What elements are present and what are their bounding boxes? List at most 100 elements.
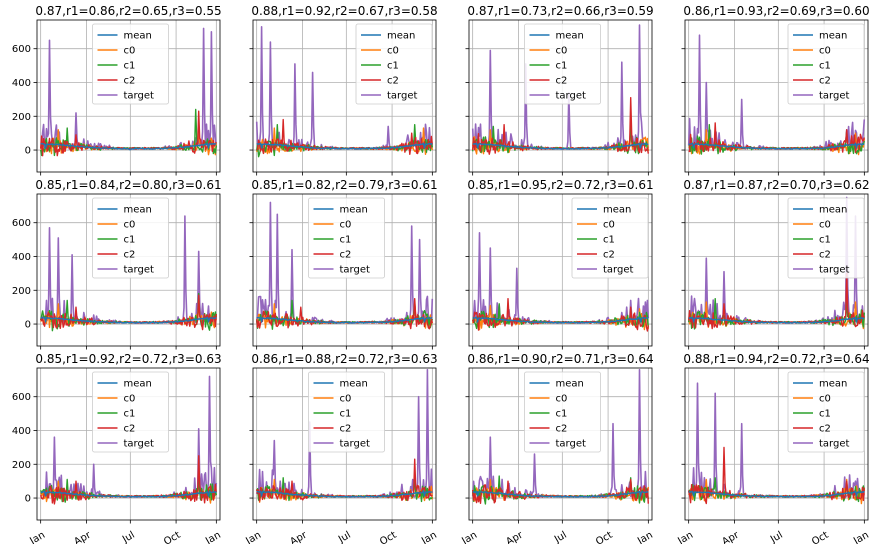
legend: mean c0 c1 c2 target — [524, 371, 601, 453]
legend-label-target: target — [819, 265, 849, 276]
legend-label-c1: c1 — [603, 235, 615, 246]
plot-frame — [252, 367, 437, 521]
series-line-mean — [40, 490, 217, 498]
subplot-title: 0.85,r1=0.95,r2=0.72,r3=0.61 — [467, 178, 653, 192]
y-tick-label: 200 — [12, 286, 31, 297]
legend-label-target: target — [556, 439, 586, 450]
legend: mean c0 c1 c2 target — [787, 197, 865, 279]
legend-box — [524, 23, 601, 105]
legend-box — [571, 197, 649, 279]
subplot-title: 0.85,r1=0.92,r2=0.72,r3=0.63 — [35, 352, 221, 366]
x-tick-label: Jan — [459, 530, 479, 544]
plot-frame — [684, 367, 869, 521]
x-tick-label: Oct — [378, 530, 399, 544]
legend-label-mean: mean — [556, 31, 584, 42]
legend-label-c2: c2 — [556, 424, 568, 435]
legend-label-c0: c0 — [819, 220, 831, 231]
plot-frame — [684, 193, 869, 347]
legend-label-c2: c2 — [340, 250, 352, 261]
series-line-mean — [256, 490, 433, 498]
series-line-mean — [40, 316, 217, 324]
legend-label-target: target — [556, 91, 586, 102]
legend-label-target: target — [124, 439, 154, 450]
legend-box — [308, 197, 385, 279]
legend-label-c1: c1 — [124, 61, 136, 72]
legend-label-mean: mean — [124, 205, 152, 216]
series-line-mean — [688, 142, 865, 150]
subplot-title: 0.87,r1=0.87,r2=0.70,r3=0.62 — [683, 178, 869, 192]
legend: mean c0 c1 c2 target — [92, 197, 169, 279]
x-tick-label: Jan — [27, 530, 47, 544]
legend-label-c2: c2 — [819, 424, 831, 435]
legend-label-mean: mean — [340, 205, 368, 216]
subplot-title: 0.86,r1=0.93,r2=0.69,r3=0.60 — [683, 4, 869, 18]
legend-label-c0: c0 — [124, 46, 136, 57]
legend-box — [308, 371, 385, 453]
x-tick-label: Jul — [120, 530, 137, 544]
legend-label-target: target — [603, 265, 633, 276]
x-tick-label: Apr — [504, 529, 525, 544]
y-tick-label: 400 — [12, 426, 31, 437]
subplot-1: 0 200 400 600 0.87,r1=0.86,r2=0.65,r3=0.55 me… — [12, 4, 222, 176]
legend-label-target: target — [340, 265, 370, 276]
legend-label-mean: mean — [124, 31, 152, 42]
subplot-6: 0.85,r1=0.82,r2=0.79,r3=0.61 mean c0 c1 c2 ta… — [249, 178, 438, 350]
series-line-mean — [472, 316, 649, 324]
legend-label-c1: c1 — [124, 235, 136, 246]
series-line-mean — [472, 142, 649, 150]
plot-frame — [468, 367, 653, 521]
legend-box — [92, 23, 169, 105]
plot-frame — [468, 193, 653, 347]
legend-label-c2: c2 — [819, 250, 831, 261]
legend: mean c0 c1 c2 target — [787, 371, 865, 453]
legend-label-mean: mean — [124, 379, 152, 390]
legend-label-c1: c1 — [387, 61, 399, 72]
legend-label-mean: mean — [819, 31, 847, 42]
subplot-5: 0 200 400 600 0.85,r1=0.84,r2=0.80,r3=0.61 me… — [12, 178, 222, 350]
subplot-9: 0 200 400 600 Jan Apr Jul Oct Jan 0.85,r1=0.92,r2… — [12, 352, 223, 548]
subplot-title: 0.87,r1=0.73,r2=0.66,r3=0.59 — [467, 4, 653, 18]
subplot-12: Jan Apr Jul Oct Jan 0.88,r1=0.94,r2=0.72,r3=0… — [675, 352, 870, 548]
legend: mean c0 c1 c2 target — [92, 23, 169, 105]
legend-label-c2: c2 — [603, 250, 615, 261]
y-tick-label: 0 — [25, 146, 31, 157]
legend-label-c2: c2 — [556, 76, 568, 87]
legend-label-target: target — [819, 439, 849, 450]
legend-label-c2: c2 — [340, 424, 352, 435]
y-tick-label: 400 — [12, 78, 31, 89]
x-tick-label: Jul — [552, 530, 569, 544]
subplot-7: 0.85,r1=0.95,r2=0.72,r3=0.61 mean c0 c1 c2 ta… — [465, 178, 654, 350]
x-tick-label: Apr — [720, 529, 741, 544]
legend-label-c1: c1 — [124, 409, 136, 420]
legend: mean c0 c1 c2 target — [571, 197, 649, 279]
series-line-mean — [256, 142, 433, 150]
plot-frame — [36, 19, 221, 173]
y-tick-label: 0 — [25, 320, 31, 331]
legend-label-c0: c0 — [340, 394, 352, 405]
legend-box — [355, 23, 433, 105]
legend-label-c0: c0 — [556, 394, 568, 405]
legend-label-c1: c1 — [819, 235, 831, 246]
subplot-title: 0.87,r1=0.86,r2=0.65,r3=0.55 — [35, 4, 221, 18]
subplot-title: 0.86,r1=0.90,r2=0.71,r3=0.64 — [467, 352, 653, 366]
series-line-mean — [40, 142, 217, 151]
subplot-10: Jan Apr Jul Oct Jan 0.86,r1=0.88,r2=0.72,r3=0… — [243, 352, 438, 548]
y-tick-label: 400 — [12, 252, 31, 263]
legend-label-c0: c0 — [124, 220, 136, 231]
subplot-title: 0.85,r1=0.84,r2=0.80,r3=0.61 — [35, 178, 221, 192]
subplot-2: 0.88,r1=0.92,r2=0.67,r3=0.58 mean c0 c1 c2 ta… — [249, 4, 438, 176]
x-tick-label: Jan — [635, 530, 655, 544]
plot-frame — [252, 19, 437, 173]
legend-box — [92, 197, 169, 279]
legend-label-c0: c0 — [556, 46, 568, 57]
legend-box — [787, 23, 865, 105]
x-tick-label: Jan — [675, 530, 695, 544]
x-tick-label: Oct — [594, 530, 615, 544]
subplot-title: 0.86,r1=0.88,r2=0.72,r3=0.63 — [251, 352, 437, 366]
plot-frame — [684, 19, 869, 173]
legend-box — [524, 371, 601, 453]
legend-label-c1: c1 — [819, 61, 831, 72]
legend-label-mean: mean — [387, 31, 415, 42]
series-line-mean — [688, 316, 865, 324]
